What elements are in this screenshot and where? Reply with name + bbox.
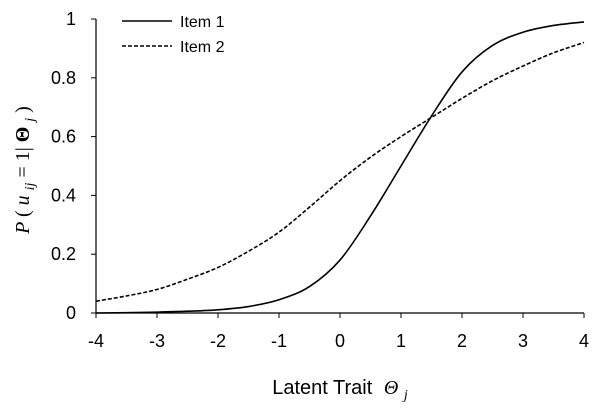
y-label-theta: Θ [12,127,34,143]
y-tick-label: 0.2 [51,244,76,264]
axes [95,19,584,314]
x-tick-label: -1 [271,331,287,351]
x-tick-label: 1 [396,331,406,351]
x-tick-label: -4 [88,331,104,351]
y-tick-label: 0 [66,303,76,323]
series-lines [95,21,585,314]
y-label-open: ( [12,210,34,217]
legend: Item 1 Item 2 [122,14,225,56]
legend-label: Item 2 [180,39,225,56]
legend-label: Item 1 [180,14,225,31]
x-tick-label: 0 [335,331,345,351]
series-line-item-1 [95,21,585,314]
x-axis-label-text: Latent Trait [272,377,373,399]
x-axis-label-symbol: Θ [384,377,398,399]
y-label-p: P [12,222,34,235]
series-line-item-2 [95,41,585,303]
x-tick-label: 4 [579,331,589,351]
x-axis-label-subscript: j [402,388,408,403]
x-tick-label: -2 [210,331,226,351]
y-tick-label: 0.6 [51,127,76,147]
y-tick-label: 0.8 [51,68,76,88]
x-tick-label: 3 [518,331,528,351]
y-tick-label: 0.4 [51,185,76,205]
y-label-u-sub: ij [23,182,38,190]
y-label-close: ) [12,106,34,113]
y-label-eq: = 1| [12,147,34,177]
x-axis-label: Latent Trait Θ j [272,377,408,403]
y-axis-label: P ( u ij = 1| Θ j ) [12,106,39,235]
x-tick-label: -3 [149,331,165,351]
y-label-u: u [12,195,34,205]
x-tick-label: 2 [457,331,467,351]
y-label-theta-sub: j [23,118,38,124]
y-tick-label: 1 [66,9,76,29]
tick-labels: -4 -3 -2 -1 0 1 2 3 4 0 0.2 0.4 0.6 0.8 1 [51,9,589,351]
